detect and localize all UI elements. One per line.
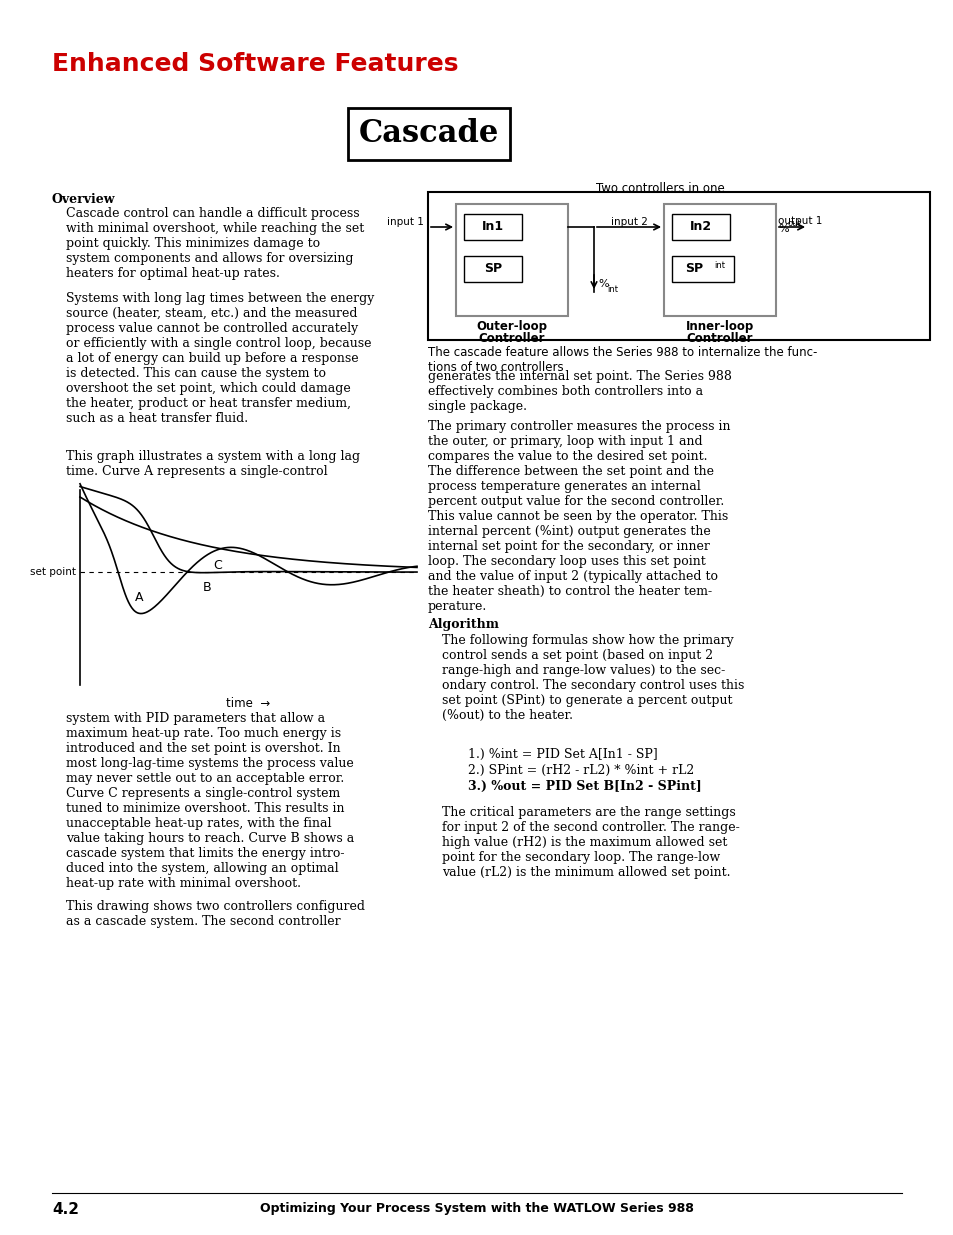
Text: Two controllers in one: Two controllers in one [595,182,723,195]
Text: Controller: Controller [478,332,545,345]
Text: out: out [787,220,801,228]
Text: In2: In2 [689,221,711,233]
Text: output 1: output 1 [778,216,821,226]
Text: SP: SP [684,263,702,275]
Text: This drawing shows two controllers configured
as a cascade system. The second co: This drawing shows two controllers confi… [66,900,365,927]
Bar [671,214,729,240]
Text: int: int [713,261,724,269]
Text: SP: SP [483,263,501,275]
Text: The critical parameters are the range settings
for input 2 of the second control: The critical parameters are the range se… [441,806,739,879]
Text: Cascade control can handle a difficult process
with minimal overshoot, while rea: Cascade control can handle a difficult p… [66,207,364,280]
Text: generates the internal set point. The Series 988
effectively combines both contr: generates the internal set point. The Se… [428,370,731,412]
Text: Controller: Controller [686,332,753,345]
Text: time  →: time → [226,697,271,710]
Text: The primary controller measures the process in
the outer, or primary, loop with : The primary controller measures the proc… [428,420,730,613]
Text: Overview: Overview [52,193,115,206]
Text: input 2: input 2 [610,217,647,227]
Bar [463,214,521,240]
Text: Systems with long lag times between the energy
source (heater, steam, etc.) and : Systems with long lag times between the … [66,291,374,425]
Text: system with PID parameters that allow a
maximum heat-up rate. Too much energy is: system with PID parameters that allow a … [66,713,354,890]
Text: B: B [203,580,212,594]
Bar [456,204,567,316]
Text: int: int [606,284,618,294]
Text: In1: In1 [481,221,503,233]
Text: The following formulas show how the primary
control sends a set point (based on : The following formulas show how the prim… [441,634,743,722]
Text: Inner-loop: Inner-loop [685,320,753,333]
Text: set point: set point [30,567,76,577]
Text: C: C [213,558,222,572]
Bar [428,191,929,340]
Bar [663,204,775,316]
Bar [348,107,510,161]
Text: This graph illustrates a system with a long lag
time. Curve A represents a singl: This graph illustrates a system with a l… [66,450,359,478]
Text: Outer-loop: Outer-loop [476,320,547,333]
Text: Optimizing Your Process System with the WATLOW Series 988: Optimizing Your Process System with the … [260,1202,693,1215]
Text: input 1: input 1 [387,217,423,227]
Text: %: % [598,279,608,289]
Text: Algorithm: Algorithm [428,618,498,631]
Text: A: A [134,590,143,604]
Text: The cascade feature allows the Series 988 to internalize the func-
tions of two : The cascade feature allows the Series 98… [428,346,817,374]
Text: 2.) SPint = (rH2 - rL2) * %int + rL2: 2.) SPint = (rH2 - rL2) * %int + rL2 [468,764,694,777]
Text: 4.2: 4.2 [52,1202,79,1216]
Text: 1.) %int = PID Set A[In1 - SP]: 1.) %int = PID Set A[In1 - SP] [468,748,657,761]
Text: Enhanced Software Features: Enhanced Software Features [52,52,458,77]
Bar [463,256,521,282]
Text: %: % [778,224,788,233]
Text: 3.) %out = PID Set B[In2 - SPint]: 3.) %out = PID Set B[In2 - SPint] [468,781,701,793]
Text: Cascade: Cascade [358,119,498,149]
Bar [671,256,733,282]
